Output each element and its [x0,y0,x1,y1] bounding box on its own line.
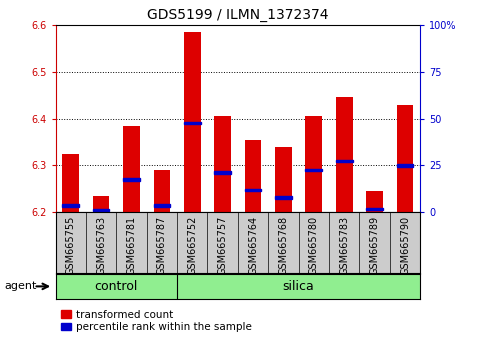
Bar [336,160,353,162]
Bar [214,116,231,212]
Bar [154,204,170,206]
Bar [245,189,261,191]
Bar [93,209,110,211]
Bar [245,140,261,212]
Bar [62,204,79,206]
Bar [184,122,200,125]
Text: GSM665752: GSM665752 [187,215,197,275]
Bar [123,126,140,212]
Bar [336,97,353,212]
Bar [305,116,322,212]
Text: agent: agent [5,281,37,291]
Bar [366,191,383,212]
Text: GSM665783: GSM665783 [339,215,349,275]
Bar [397,164,413,167]
Bar [93,196,110,212]
Bar [184,32,200,212]
Bar [123,178,140,181]
Bar [214,171,231,174]
Text: GSM665787: GSM665787 [157,215,167,275]
Text: GSM665789: GSM665789 [369,215,380,275]
Text: GSM665781: GSM665781 [127,215,137,275]
Text: GSM665763: GSM665763 [96,215,106,275]
Text: GSM665768: GSM665768 [279,215,288,275]
Bar [154,170,170,212]
Text: GSM665790: GSM665790 [400,215,410,275]
Bar [397,104,413,212]
Text: control: control [95,280,138,293]
Bar [275,147,292,212]
Text: GSM665757: GSM665757 [218,215,227,275]
Bar [62,154,79,212]
Text: GSM665780: GSM665780 [309,215,319,275]
Legend: transformed count, percentile rank within the sample: transformed count, percentile rank withi… [61,310,252,332]
Text: silica: silica [283,280,314,293]
Bar [275,196,292,199]
Bar [366,208,383,210]
Title: GDS5199 / ILMN_1372374: GDS5199 / ILMN_1372374 [147,8,328,22]
Text: GSM665755: GSM665755 [66,215,76,275]
Bar [305,169,322,171]
Text: GSM665764: GSM665764 [248,215,258,275]
